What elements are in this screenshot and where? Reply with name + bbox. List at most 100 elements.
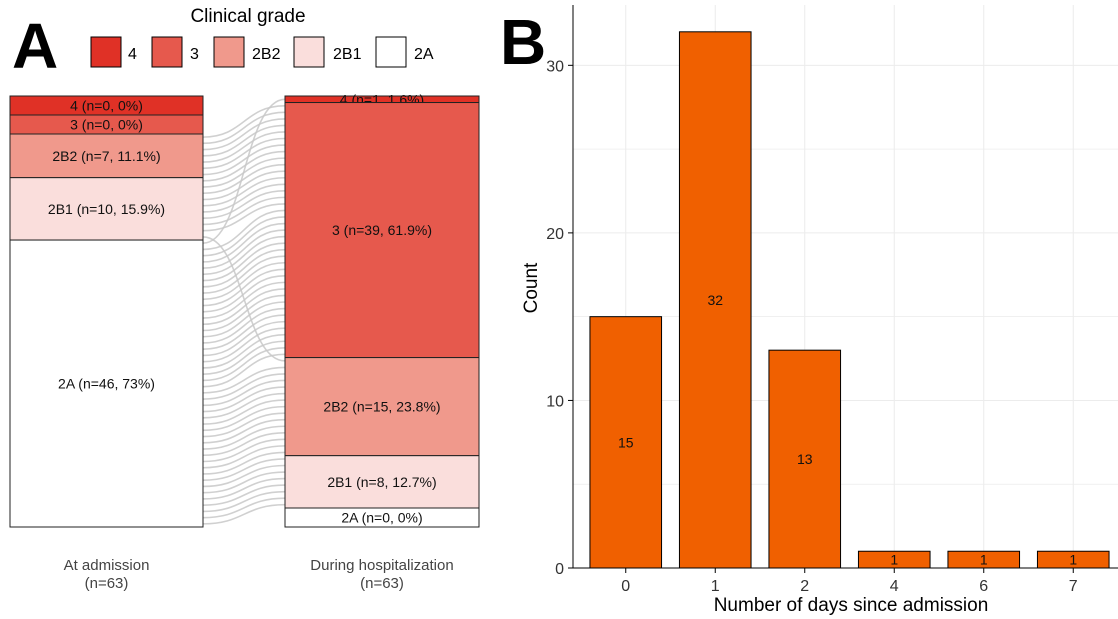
flow-2a-to-2b1 [202,490,286,513]
bar-x-axis-title: Number of days since admission [714,595,989,616]
bar-series: 15 32 13 1 1 1 [589,31,1110,569]
flow-2b2-to-3 [202,137,286,170]
flow-2a-to-4 [202,98,286,244]
y-tick-label: 30 [546,58,564,75]
bar-value-label: 1 [1069,552,1077,568]
flow-2a-to-2b1 [202,503,286,525]
flow-2a-to-2b1 [202,497,286,519]
bar-value-label: 1 [980,552,988,568]
flow-2b2-to-3 [202,111,286,145]
flow-2a-to-3 [202,320,286,357]
alluvial-axis-labels: At admission(n=63)During hospitalization… [64,557,454,592]
y-tick-label: 0 [555,561,564,578]
flow-2a-to-3 [202,229,286,269]
stratum-admission-2a [9,239,204,528]
stratum-admission-2b2 [9,133,204,179]
stratum-label-admission-2a: 2A (n=46, 73%) [58,376,155,392]
stratum-label-admission-2b2: 2B2 (n=7, 11.1%) [52,148,160,164]
panel-b-letter: B [500,6,546,78]
flow-2b2-to-3 [202,131,286,163]
stratum-hospitalization-2a [284,507,480,528]
stratum-label-hospitalization-2b2: 2B2 (n=15, 23.8%) [323,399,440,415]
flow-2a-to-2b2 [202,373,286,400]
y-tick-label: 20 [546,226,564,243]
flow-2a-to-3 [202,288,286,326]
x-tick-label: 4 [890,578,899,595]
flow-2a-to-2b1 [202,464,286,488]
legend-label-4: 4 [128,46,137,63]
x-tick-label: 1 [711,578,720,595]
flow-2a-to-3 [202,275,286,313]
stratum-hospitalization-3 [284,102,480,359]
flow-2a-to-3 [202,346,286,382]
flow-2b1-to-3 [202,190,286,220]
alluvial-flows [202,98,286,525]
bar-day-1 [678,31,752,569]
legend-label-2b2: 2B2 [252,46,281,63]
flow-2a-to-2b2 [202,451,286,475]
legend: 4 3 2B2 2B1 2A [90,36,434,68]
bar-day-7 [1036,550,1110,569]
x-tick-label: 2 [800,578,809,595]
flow-2a-to-2b2 [202,412,286,438]
x-tick-label: 6 [979,578,988,595]
legend-title: Clinical grade [190,6,305,27]
alluvial-strata: 4 (n=0, 0%) 3 (n=0, 0%) 2B2 (n=7, 11.1%) 2B… [9,91,480,528]
bar-axes: 0 10 20 30 0 1 2 4 6 7 [546,5,1118,595]
bar-value-label: 15 [618,434,634,450]
flow-2b2-to-3 [202,105,286,138]
flow-2a-to-2b2 [202,386,286,413]
panel-a: A Clinical grade 4 3 2B2 2B1 2A 4 (n=0, 0%) 3… [9,6,480,592]
legend-swatch-4 [90,36,122,68]
flow-2a-to-2b2 [202,425,286,450]
flow-2a-to-2b2 [202,379,286,407]
flow-2a-to-3 [202,222,286,263]
bar-day-6 [947,550,1021,569]
flow-2b1-to-3 [202,163,286,195]
flow-2a-to-2b2 [202,445,286,469]
flow-2a-to-3 [202,261,286,301]
legend-label-2b1: 2B1 [333,46,362,63]
axis-label-hospitalization: During hospitalization [310,557,453,574]
stratum-label-admission-4: 4 (n=0, 0%) [70,98,143,114]
flow-2a-to-3 [202,242,286,282]
flow-2a-to-2b1 [202,471,286,494]
stratum-label-hospitalization-3: 3 (n=39, 61.9%) [332,222,432,238]
stratum-label-hospitalization-2a: 2A (n=0, 0%) [341,510,422,526]
flow-2b2-to-3 [202,118,286,151]
stratum-label-admission-3: 3 (n=0, 0%) [70,117,143,133]
flow-2a-to-3 [202,301,286,338]
axis-sublabel-hospitalization: (n=63) [360,575,404,592]
flow-2a-to-3 [202,216,286,257]
flow-2a-to-2b2 [202,418,286,444]
flow-2a-to-3 [202,340,286,375]
flow-2b1-to-3 [202,170,286,201]
flow-2b1-to-3 [202,183,286,213]
panel-b: B 0 10 20 30 0 1 2 4 6 7 15 32 13 1 1 1 Number of days… [500,5,1118,616]
flow-2b1-to-3 [202,203,286,232]
stratum-admission-2b1 [9,177,204,241]
flow-2a-to-3 [202,248,286,288]
flow-2a-to-3 [202,268,286,307]
flow-2a-to-3 [202,353,286,388]
legend-swatch-2b2 [213,36,245,68]
legend-swatch-3 [151,36,183,68]
flow-2a-to-2b2 [202,399,286,425]
flow-2a-to-2b1 [202,477,286,500]
flow-2a-to-3 [202,281,286,319]
stratum-hospitalization-2b2 [284,357,480,457]
legend-swatch-2a [375,36,407,68]
bar-value-label: 1 [890,552,898,568]
flow-2a-to-2b1 [202,458,286,482]
flow-2a-to-3 [202,307,286,344]
flow-2a-to-3 [202,327,286,363]
stratum-label-hospitalization-2b1: 2B1 (n=8, 12.7%) [327,474,436,490]
bar-day-2 [768,349,842,569]
flow-2a-to-3 [202,333,286,369]
flow-2b2-to-3 [202,144,286,176]
bar-value-label: 13 [797,451,813,467]
flow-2a-to-2b1 [202,484,286,506]
flow-2a-to-2b2 [202,431,286,457]
flow-2a-to-3 [202,235,286,276]
flow-2a-to-3 [202,314,286,351]
